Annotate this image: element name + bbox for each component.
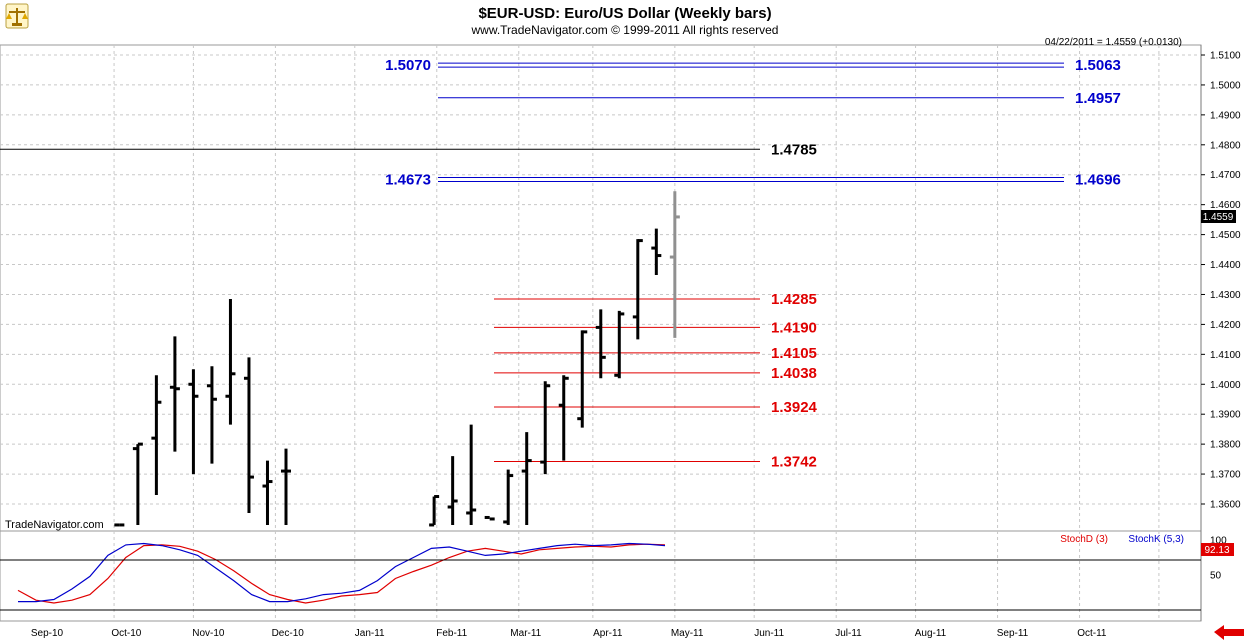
ohlc-bar [429, 495, 440, 527]
x-tick-label: Aug-11 [915, 628, 947, 639]
stochastic-axis: 50 100 [0, 536, 1227, 611]
x-tick-label: Feb-11 [436, 628, 467, 639]
date-axis: Sep-10 Oct-10 Nov-10 Dec-10 Jan-11 Feb-11 Mar-… [31, 628, 1107, 639]
level-label-right: 1.4696 [1075, 172, 1121, 189]
ohlc-bar [651, 228, 662, 276]
price-axis: 1.3600 1.3700 1.3800 1.3900 1.4000 1.4100 1.42… [1201, 51, 1241, 511]
grid [0, 45, 1201, 621]
x-tick-label: Jan-11 [355, 628, 385, 639]
stoch-d-legend: StochD (3) [1060, 534, 1108, 545]
ohlc-bar [614, 310, 625, 379]
y-tick-label: 1.4100 [1210, 350, 1241, 361]
ohlc-bar [262, 460, 273, 525]
y-tick-label: 1.5000 [1210, 80, 1241, 91]
x-tick-label: Dec-10 [272, 628, 305, 639]
ohlc-bar [447, 456, 458, 525]
level-label-right: 1.4105 [771, 345, 817, 362]
level-label-right: 1.3742 [771, 453, 817, 470]
ohlc-bar [281, 448, 291, 525]
level-label-right: 1.5063 [1075, 57, 1121, 74]
level-label-left: 1.5070 [385, 57, 431, 74]
x-tick-label: Jul-11 [835, 628, 862, 639]
stochastic-lines [17, 542, 666, 604]
stoch-d-line [17, 543, 666, 604]
level-label-left: 1.4673 [385, 172, 431, 189]
ohlc-bar [503, 469, 514, 525]
ohlc-bar [151, 375, 162, 496]
ohlc-bar [466, 424, 477, 525]
stoch-tick-label: 50 [1210, 571, 1222, 582]
stoch-value-tag [1201, 543, 1234, 556]
y-tick-label: 1.4700 [1210, 170, 1241, 181]
stoch-k-line [18, 542, 666, 603]
y-tick-label: 1.5100 [1210, 51, 1241, 62]
price-bars [114, 191, 680, 527]
x-tick-label: Sep-10 [31, 628, 64, 639]
y-tick-label: 1.4800 [1210, 140, 1241, 151]
level-label-right: 1.3924 [771, 399, 818, 416]
level-label-right: 1.4190 [771, 319, 817, 336]
last-price-tag [1201, 210, 1236, 223]
y-tick-label: 1.4500 [1210, 230, 1241, 241]
ohlc-bar [669, 191, 680, 338]
ohlc-bar [132, 442, 143, 525]
ohlc-bar [484, 515, 495, 521]
watermark: TradeNavigator.com [5, 519, 104, 531]
stoch-value-label: 92.13 [1204, 545, 1229, 556]
level-label-right: 1.4785 [771, 141, 817, 158]
chart-subtitle: www.TradeNavigator.com © 1999-2011 All r… [471, 23, 779, 37]
ohlc-bar [188, 369, 199, 475]
y-tick-label: 1.4600 [1210, 200, 1241, 211]
x-tick-label: Sep-11 [997, 628, 1029, 639]
x-tick-label: May-11 [671, 628, 704, 639]
stoch-panel [0, 530, 1202, 622]
y-tick-label: 1.3600 [1210, 500, 1241, 511]
scale-icon [5, 3, 29, 29]
ohlc-bar [206, 366, 217, 464]
chart-title: $EUR-USD: Euro/US Dollar (Weekly bars) [478, 5, 771, 22]
y-tick-label: 1.4300 [1210, 290, 1241, 301]
ohlc-bar [558, 375, 569, 461]
horizontal-levels: 1.5063 1.5070 1.4957 1.4785 1.4696 1.4673 1.42… [0, 57, 1121, 470]
level-label-right: 1.4038 [771, 365, 817, 382]
x-tick-label: Oct-11 [1077, 628, 1107, 639]
last-quote: 04/22/2011 = 1.4559 (+0.0130) [1045, 37, 1182, 48]
last-price-label: 1.4559 [1203, 212, 1234, 223]
ohlc-bar [521, 432, 532, 525]
y-tick-label: 1.4200 [1210, 320, 1241, 331]
ohlc-bar [595, 309, 606, 379]
ohlc-bar [540, 381, 551, 475]
ohlc-bar [577, 330, 588, 428]
stoch-k-legend: StochK (5,3) [1128, 534, 1184, 545]
ohlc-bar [632, 239, 643, 340]
stoch-tick-label: 100 [1210, 536, 1227, 547]
level-label-right: 1.4285 [771, 291, 817, 308]
red-arrow-left-icon[interactable] [1214, 625, 1244, 640]
y-tick-label: 1.4000 [1210, 380, 1241, 391]
x-tick-label: Nov-10 [192, 628, 225, 639]
y-tick-label: 1.4900 [1210, 110, 1241, 121]
y-tick-label: 1.3800 [1210, 440, 1241, 451]
y-tick-label: 1.4400 [1210, 260, 1241, 271]
x-tick-label: Apr-11 [593, 628, 623, 639]
x-tick-label: Jun-11 [754, 628, 784, 639]
price-panel [0, 44, 1202, 532]
ohlc-bar [169, 336, 180, 452]
y-tick-label: 1.3900 [1210, 410, 1241, 421]
ohlc-bar [225, 298, 236, 425]
y-tick-label: 1.3700 [1210, 470, 1241, 481]
level-label-right: 1.4957 [1075, 90, 1121, 107]
x-tick-label: Oct-10 [111, 628, 141, 639]
x-tick-label: Mar-11 [510, 628, 541, 639]
ohlc-bar [243, 357, 254, 513]
